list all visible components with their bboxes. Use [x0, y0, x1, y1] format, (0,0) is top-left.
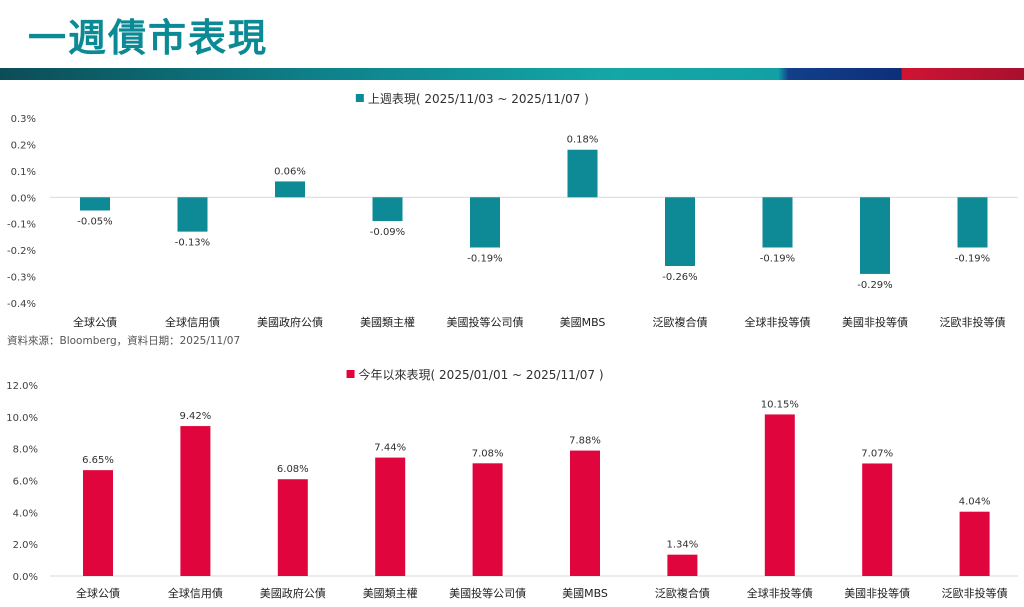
bar: [764, 414, 795, 576]
data-label: 4.04%: [959, 497, 991, 508]
data-label: 6.65%: [82, 455, 114, 466]
bar: [372, 197, 403, 222]
legend-label: 上週表現( 2025/11/03 ~ 2025/11/07 ): [368, 92, 589, 106]
data-label: -0.26%: [662, 272, 697, 283]
page-title: 一週債市表現: [28, 16, 269, 60]
x-category-label: 泛歐非投等債: [940, 315, 1006, 329]
bar: [959, 511, 990, 576]
data-label: -0.29%: [857, 280, 892, 291]
x-category-label: 全球公債: [76, 586, 120, 600]
data-label: 7.88%: [569, 436, 601, 447]
x-category-label: 泛歐複合債: [653, 315, 708, 329]
bar: [80, 197, 110, 211]
y-tick-label: 0.2%: [11, 140, 36, 151]
legend-label: 今年以來表現( 2025/01/01 ~ 2025/11/07 ): [359, 367, 604, 382]
bar: [472, 463, 503, 576]
x-category-label: 泛歐複合債: [655, 586, 710, 600]
data-label: 7.08%: [472, 448, 504, 459]
x-category-label: 全球信用債: [168, 586, 223, 600]
data-label: -0.19%: [467, 254, 502, 265]
y-tick-label: 10.0%: [6, 413, 38, 424]
bar: [567, 149, 598, 198]
x-category-label: 美國MBS: [562, 587, 608, 600]
y-tick-label: -0.4%: [7, 299, 36, 310]
x-category-label: 全球非投等債: [747, 586, 813, 600]
x-category-label: 泛歐非投等債: [942, 586, 1008, 600]
x-category-label: 美國非投等債: [842, 315, 908, 329]
data-label: 10.15%: [761, 399, 799, 410]
data-label: -0.05%: [77, 217, 112, 228]
data-label: -0.09%: [370, 227, 405, 238]
x-category-label: 美國MBS: [560, 316, 606, 329]
data-label: 1.34%: [667, 540, 699, 551]
bar: [762, 197, 793, 248]
legend-swatch: [355, 94, 364, 102]
data-label: 0.06%: [274, 166, 306, 177]
x-category-label: 全球信用債: [165, 315, 220, 329]
bar: [177, 197, 208, 232]
data-label: 7.07%: [861, 448, 893, 459]
x-category-label: 美國類主權: [363, 587, 418, 600]
data-label: 6.08%: [277, 464, 309, 475]
y-tick-label: -0.3%: [7, 273, 36, 284]
x-category-label: 全球非投等債: [745, 315, 811, 329]
data-label: 7.44%: [374, 443, 406, 454]
y-tick-label: 0.3%: [11, 114, 36, 125]
y-tick-label: 6.0%: [13, 477, 38, 488]
bar: [862, 463, 893, 576]
y-tick-label: 0.1%: [11, 167, 36, 178]
bar: [665, 197, 695, 266]
bar: [275, 181, 305, 198]
bar: [470, 197, 500, 248]
title-accent-bar: [0, 68, 1024, 80]
x-category-label: 美國政府公債: [257, 315, 323, 329]
legend-swatch: [346, 370, 355, 378]
bar: [957, 197, 988, 248]
x-category-label: 美國政府公債: [260, 586, 326, 600]
bar: [667, 554, 698, 576]
data-label: -0.13%: [175, 238, 210, 249]
y-tick-label: 12.0%: [6, 381, 38, 392]
bar: [375, 457, 406, 576]
bar: [277, 479, 308, 576]
y-tick-label: 0.0%: [13, 572, 38, 583]
bar: [83, 470, 113, 576]
bar: [860, 197, 890, 274]
x-category-label: 美國投等公司債: [447, 315, 524, 329]
data-label: 0.18%: [567, 135, 599, 146]
x-category-label: 全球公債: [73, 315, 117, 329]
y-tick-label: 4.0%: [13, 508, 38, 519]
source-note: 資料來源：Bloomberg，資料日期：2025/11/07: [7, 335, 241, 347]
y-tick-label: 0.0%: [11, 193, 36, 204]
y-tick-label: -0.2%: [7, 246, 36, 257]
data-label: -0.19%: [955, 254, 990, 265]
y-tick-label: 2.0%: [13, 540, 38, 551]
data-label: -0.19%: [760, 254, 795, 265]
y-tick-label: -0.1%: [7, 220, 36, 231]
data-label: 9.42%: [180, 411, 212, 422]
x-category-label: 美國投等公司債: [449, 586, 526, 600]
x-category-label: 美國非投等債: [844, 586, 910, 600]
x-category-label: 美國類主權: [360, 316, 415, 329]
y-tick-label: 8.0%: [13, 445, 38, 456]
bar: [570, 450, 600, 576]
bar: [180, 426, 211, 576]
